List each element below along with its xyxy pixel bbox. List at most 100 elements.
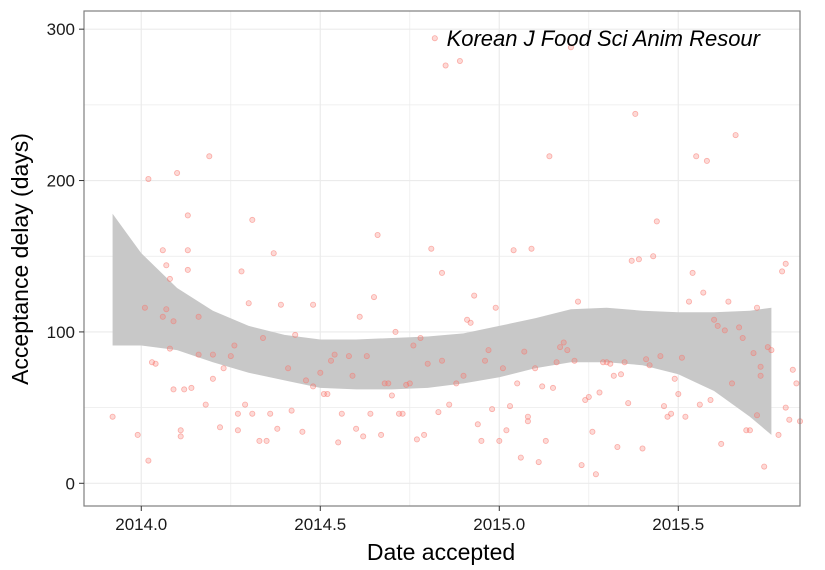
data-point bbox=[521, 348, 528, 355]
data-point bbox=[524, 418, 531, 425]
data-point bbox=[174, 169, 181, 176]
data-point bbox=[438, 269, 445, 276]
data-point bbox=[786, 416, 793, 423]
data-point bbox=[625, 400, 632, 407]
data-point bbox=[618, 371, 625, 378]
data-point bbox=[532, 365, 539, 372]
data-point bbox=[181, 386, 188, 393]
data-point bbox=[177, 427, 184, 434]
data-point bbox=[736, 324, 743, 331]
data-point bbox=[503, 427, 510, 434]
data-point bbox=[288, 407, 295, 414]
data-point bbox=[184, 247, 191, 254]
data-point bbox=[779, 268, 786, 275]
data-point bbox=[632, 110, 639, 117]
data-point bbox=[267, 410, 274, 417]
data-point bbox=[675, 390, 682, 397]
data-point bbox=[335, 439, 342, 446]
data-point bbox=[299, 428, 306, 435]
data-point bbox=[421, 431, 428, 438]
data-point bbox=[170, 318, 177, 325]
data-point bbox=[388, 392, 395, 399]
x-axis-ticks: 2014.0 2014.5 2015.0 2015.5 bbox=[115, 506, 704, 534]
x-axis-title: Date accepted bbox=[367, 539, 515, 565]
data-point bbox=[689, 269, 696, 276]
data-point bbox=[442, 62, 449, 69]
data-point bbox=[707, 396, 714, 403]
data-point bbox=[245, 300, 252, 307]
data-point bbox=[732, 132, 739, 139]
data-point bbox=[363, 353, 370, 360]
x-tick-label: 2015.0 bbox=[473, 515, 525, 534]
data-point bbox=[249, 216, 256, 223]
data-point bbox=[718, 440, 725, 447]
y-axis-title: Acceptance delay (days) bbox=[7, 133, 33, 385]
data-point bbox=[406, 380, 413, 387]
data-point bbox=[700, 289, 707, 296]
data-point bbox=[696, 401, 703, 408]
data-point bbox=[653, 218, 660, 225]
data-point bbox=[775, 431, 782, 438]
data-point bbox=[592, 471, 599, 478]
data-point bbox=[206, 153, 213, 160]
data-point bbox=[560, 339, 567, 346]
data-point bbox=[274, 425, 281, 432]
data-point bbox=[456, 58, 463, 65]
data-point bbox=[575, 298, 582, 305]
y-tick-label: 200 bbox=[47, 172, 75, 191]
data-point bbox=[739, 334, 746, 341]
data-point bbox=[435, 409, 442, 416]
data-point bbox=[746, 427, 753, 434]
data-point bbox=[338, 410, 345, 417]
data-point bbox=[729, 380, 736, 387]
data-point bbox=[152, 360, 159, 367]
data-point bbox=[703, 157, 710, 164]
data-point bbox=[392, 328, 399, 335]
data-point bbox=[428, 245, 435, 252]
plot-panel-border bbox=[83, 10, 801, 507]
data-point bbox=[571, 357, 578, 364]
data-point bbox=[646, 362, 653, 369]
data-point bbox=[188, 384, 195, 391]
data-point bbox=[510, 247, 517, 254]
data-point bbox=[378, 431, 385, 438]
data-point bbox=[356, 313, 363, 320]
data-point bbox=[757, 363, 764, 370]
data-point bbox=[353, 425, 360, 432]
data-point bbox=[349, 372, 356, 379]
data-point bbox=[485, 347, 492, 354]
data-point bbox=[721, 327, 728, 334]
data-point bbox=[757, 372, 764, 379]
data-point bbox=[567, 44, 574, 51]
data-point bbox=[202, 401, 209, 408]
data-point bbox=[782, 260, 789, 267]
data-point bbox=[231, 342, 238, 349]
data-point bbox=[166, 345, 173, 352]
data-point bbox=[170, 386, 177, 393]
data-point bbox=[184, 212, 191, 219]
data-point bbox=[650, 253, 657, 260]
data-point bbox=[621, 359, 628, 366]
data-point bbox=[145, 175, 152, 182]
data-point bbox=[481, 357, 488, 364]
data-point bbox=[514, 380, 521, 387]
data-point bbox=[166, 275, 173, 282]
data-point bbox=[789, 366, 796, 373]
data-point bbox=[793, 380, 800, 387]
data-point bbox=[277, 301, 284, 308]
data-point bbox=[550, 384, 557, 391]
data-point bbox=[446, 401, 453, 408]
data-point bbox=[216, 424, 223, 431]
data-point bbox=[109, 413, 116, 420]
data-point bbox=[639, 445, 646, 452]
data-point bbox=[374, 231, 381, 238]
data-points bbox=[109, 35, 804, 478]
data-point bbox=[539, 383, 546, 390]
data-point bbox=[292, 331, 299, 338]
data-point bbox=[471, 292, 478, 299]
data-point bbox=[714, 322, 721, 329]
data-point bbox=[725, 298, 732, 305]
data-point bbox=[453, 380, 460, 387]
data-point bbox=[657, 353, 664, 360]
data-point bbox=[431, 35, 438, 42]
